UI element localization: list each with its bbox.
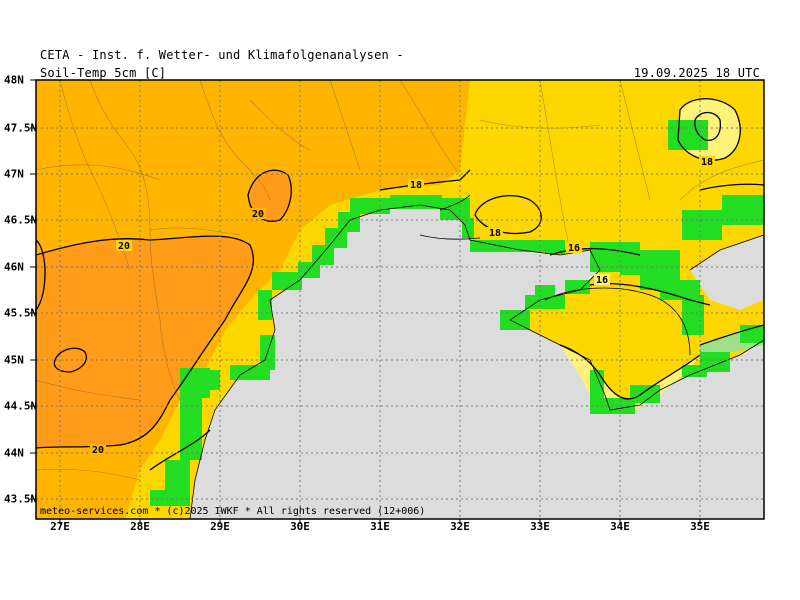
- axis-ticks: [30, 79, 701, 524]
- valid-time: 19.09.2025 18 UTC: [633, 66, 760, 80]
- lat-label: 44N: [4, 446, 24, 460]
- contour-label: 20: [118, 241, 130, 252]
- contour-label: 20: [92, 445, 104, 456]
- sea-of-azov: [690, 235, 764, 310]
- contour-label-group: 20 18 18 18 16 20 20 16: [90, 156, 715, 456]
- lon-label: 28E: [130, 520, 150, 533]
- admin-borders: [36, 80, 764, 481]
- contour-label: 18: [410, 180, 422, 191]
- contour-label: 18: [489, 228, 501, 239]
- lon-label: 31E: [370, 520, 390, 533]
- lon-label: 32E: [450, 520, 470, 533]
- lat-label: 44.5N: [4, 399, 38, 413]
- contour-label: 20: [252, 209, 264, 220]
- lon-label: 33E: [530, 520, 550, 533]
- lon-label: 35E: [690, 520, 710, 533]
- parameter-label: Soil-Temp 5cm [C]: [40, 66, 167, 80]
- region-warm-22-24: [36, 236, 254, 448]
- crimea-peninsula: [541, 288, 690, 405]
- copyright-credit: meteo-services.com * (c)2025 IWKF * All …: [40, 506, 426, 517]
- lat-label: 43.5N: [4, 492, 38, 506]
- lon-label: 34E: [610, 520, 630, 533]
- lat-label: 48N: [4, 73, 24, 87]
- contour-label: 16: [596, 275, 608, 286]
- lat-label: 45N: [4, 353, 24, 367]
- lat-lon-grid: [36, 80, 764, 519]
- map-title: CETA - Inst. f. Wetter- und Klimafolgena…: [40, 48, 404, 62]
- lon-label: 27E: [50, 520, 70, 533]
- coastline: [189, 194, 764, 519]
- contour-label: 16: [568, 243, 580, 254]
- contour-label: 18: [701, 157, 713, 168]
- lat-label: 46.5N: [4, 213, 38, 227]
- lat-label: 46N: [4, 260, 24, 274]
- lat-label: 47.5N: [4, 121, 38, 135]
- lat-label: 45.5N: [4, 306, 38, 320]
- lat-label: 47N: [4, 167, 24, 181]
- lon-label: 30E: [290, 520, 310, 533]
- lon-label: 29E: [210, 520, 230, 533]
- map-frame: [35, 79, 765, 520]
